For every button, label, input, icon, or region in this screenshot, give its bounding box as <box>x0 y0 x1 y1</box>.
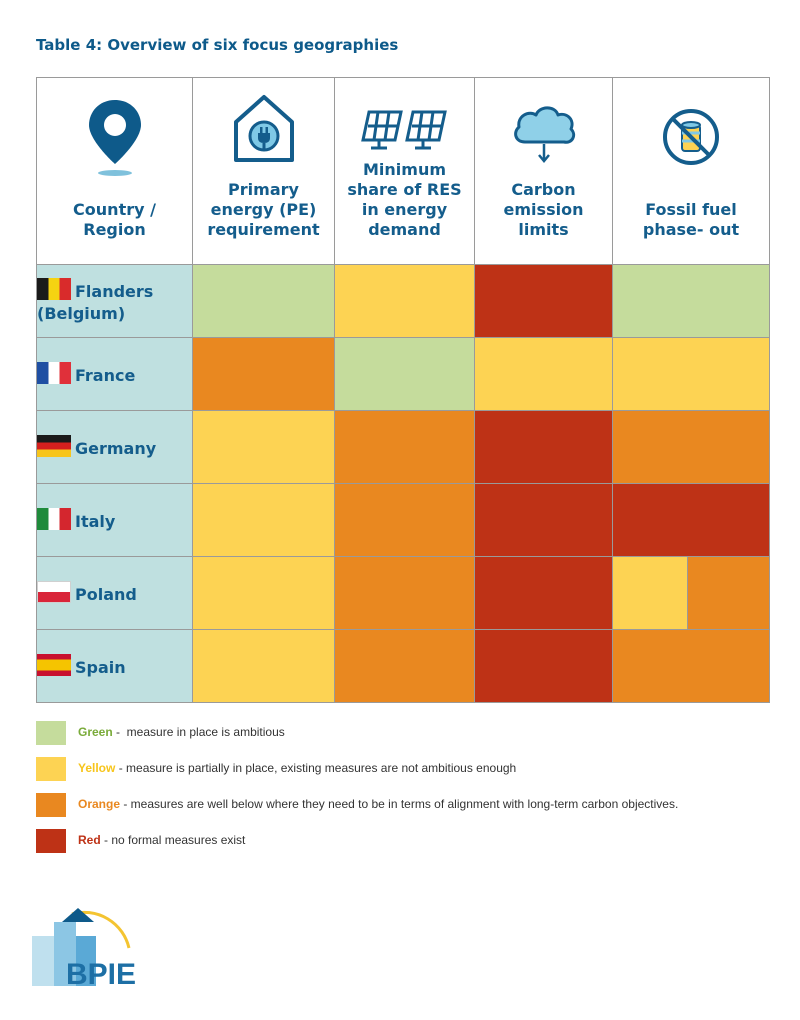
rating-cell-red <box>474 629 613 703</box>
rating-cell-yellow <box>474 337 613 411</box>
column-header-label: Primary energy (PE) requirement <box>207 180 320 239</box>
legend-text: Yellow - measure is partially in place, … <box>78 761 516 775</box>
bpie-logo-mark <box>32 908 131 986</box>
country-cell: Flanders (Belgium) <box>36 264 193 338</box>
country-cell: France <box>36 337 193 411</box>
rating-cell-green <box>334 337 475 411</box>
cloud-arrow-icon <box>513 106 575 163</box>
legend-text: Green - measure in place is ambitious <box>78 725 285 739</box>
legend-color-name: Orange <box>78 797 121 811</box>
rating-cell-yellow <box>192 483 335 557</box>
table-row: Poland <box>36 556 770 630</box>
column-header-primary-energy: Primary energy (PE) requirement <box>192 77 335 265</box>
no-fossil-fuel-icon <box>663 109 719 165</box>
rating-cell-yellow <box>192 556 335 630</box>
rating-cell-orange <box>334 483 475 557</box>
legend-description: - measure is partially in place, existin… <box>115 761 517 775</box>
rating-cell-split <box>612 556 770 630</box>
rating-cell-orange <box>334 629 475 703</box>
legend-color-name: Green <box>78 725 113 739</box>
rating-cell-orange <box>334 556 475 630</box>
legend-description: - measures are well below where they nee… <box>120 797 679 811</box>
focus-geographies-table: Country / Region Primary energy (PE) req… <box>36 77 770 703</box>
france-flag-icon <box>37 361 71 384</box>
rating-cell-red <box>474 483 613 557</box>
column-header-country: Country / Region <box>36 77 193 265</box>
house-plug-icon <box>233 95 294 162</box>
country-label: Flanders (Belgium) <box>37 281 154 323</box>
table-body: Flanders (Belgium) France Germany Italy Pola… <box>36 264 770 703</box>
column-header-label: Country / Region <box>73 200 156 239</box>
rating-cell-red <box>474 410 613 484</box>
country-cell: Germany <box>36 410 193 484</box>
country-name: France <box>37 361 192 387</box>
italy-flag-icon <box>37 507 71 530</box>
legend-color-name: Yellow <box>78 761 116 775</box>
rating-yellow <box>613 557 689 629</box>
rating-cell-red <box>474 264 613 338</box>
rating-orange <box>688 557 769 629</box>
legend-swatch-green <box>36 721 66 745</box>
header-row: Country / Region Primary energy (PE) req… <box>36 77 770 265</box>
rating-cell-orange <box>192 337 335 411</box>
rating-cell-red <box>612 483 770 557</box>
column-header-res: Minimum share of RES in energy demand <box>334 77 475 265</box>
table-row: France <box>36 337 770 411</box>
country-name: Spain <box>37 653 192 679</box>
legend-swatch-yellow <box>36 757 66 781</box>
table-row: Flanders (Belgium) <box>36 264 770 338</box>
country-label: Poland <box>75 584 137 604</box>
belgium-flag-icon <box>37 277 71 300</box>
spain-flag-icon <box>37 653 71 676</box>
rating-cell-yellow <box>334 264 475 338</box>
rating-cell-yellow <box>192 410 335 484</box>
legend-description: - no formal measures exist <box>100 833 246 847</box>
solar-panels-icon <box>360 110 447 150</box>
rating-cell-orange <box>612 410 770 484</box>
country-name: Italy <box>37 507 192 533</box>
country-label: France <box>75 365 136 385</box>
column-header-carbon: Carbon emission limits <box>474 77 613 265</box>
legend-description: - measure in place is ambitious <box>112 725 285 739</box>
country-label: Spain <box>75 657 126 677</box>
table-row: Italy <box>36 483 770 557</box>
country-name: Flanders (Belgium) <box>37 277 192 325</box>
column-header-label: Carbon emission limits <box>503 180 584 239</box>
legend-swatch-red <box>36 829 66 853</box>
rating-cell-orange <box>334 410 475 484</box>
legend-swatch-orange <box>36 793 66 817</box>
location-pin-icon <box>88 100 141 176</box>
country-cell: Italy <box>36 483 193 557</box>
bpie-logo-text: BPIE <box>66 958 137 991</box>
country-label: Germany <box>75 438 157 458</box>
rating-cell-green <box>612 264 770 338</box>
legend-text: Red - no formal measures exist <box>78 833 245 847</box>
germany-flag-icon <box>37 434 71 457</box>
legend-color-name: Red <box>78 833 101 847</box>
rating-cell-orange <box>612 629 770 703</box>
column-header-label: Fossil fuel phase- out <box>642 200 740 239</box>
country-name: Germany <box>37 434 192 460</box>
legend-text: Orange - measures are well below where t… <box>78 797 678 811</box>
country-label: Italy <box>75 511 116 531</box>
column-header-label: Minimum share of RES in energy demand <box>347 160 462 239</box>
rating-cell-yellow <box>612 337 770 411</box>
country-name: Poland <box>37 580 192 606</box>
country-cell: Spain <box>36 629 193 703</box>
country-cell: Poland <box>36 556 193 630</box>
table-row: Germany <box>36 410 770 484</box>
table-row: Spain <box>36 629 770 703</box>
bpie-logo: BPIE <box>32 900 142 995</box>
rating-cell-red <box>474 556 613 630</box>
rating-cell-yellow <box>192 629 335 703</box>
column-header-fossil: Fossil fuel phase- out <box>612 77 770 265</box>
table-title: Table 4: Overview of six focus geographi… <box>36 36 399 54</box>
rating-cell-green <box>192 264 335 338</box>
poland-flag-icon <box>37 580 71 603</box>
